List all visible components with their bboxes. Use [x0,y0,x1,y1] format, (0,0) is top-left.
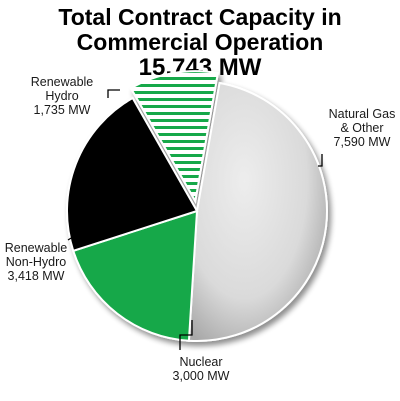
slice-label-line: 3,000 MW [173,369,230,383]
slice-label-line: Renewable [31,75,94,89]
leader-line-nuclear [179,320,193,350]
slice-label-line: Hydro [45,89,78,103]
slice-label-line: 7,590 MW [334,135,391,149]
chart-title-line-1: Total Contract Capacity in [58,4,342,30]
slice-label-line: 3,418 MW [8,269,65,283]
slice-label-line: Non-Hydro [6,255,66,269]
slice-label-line: Nuclear [179,355,222,369]
slice-label-nuclear: Nuclear 3,000 MW [173,355,230,383]
slice-label-line: & Other [340,121,383,135]
slice-label-renewable-non-hydro: Renewable Non-Hydro 3,418 MW [5,241,68,283]
chart-title-line-2: Commercial Operation [76,29,324,55]
pie-slice-renewable-non-hydro [66,96,199,253]
leader-line-renewable-non-hydro [67,234,77,241]
slice-label-line: Natural Gas [329,107,396,121]
pie-slice-nuclear [71,209,199,342]
slice-label-line: Renewable [5,241,68,255]
leader-line-natural-gas [318,154,323,167]
slice-label-line: 1,735 MW [34,103,91,117]
pie-slice-natural-gas [187,81,328,342]
pie-slice-renewable-hydro [129,70,220,205]
leader-line-renewable-hydro [107,89,120,98]
slice-label-natural-gas: Natural Gas & Other 7,590 MW [329,107,396,149]
slice-label-renewable-hydro: Renewable Hydro 1,735 MW [31,75,94,117]
